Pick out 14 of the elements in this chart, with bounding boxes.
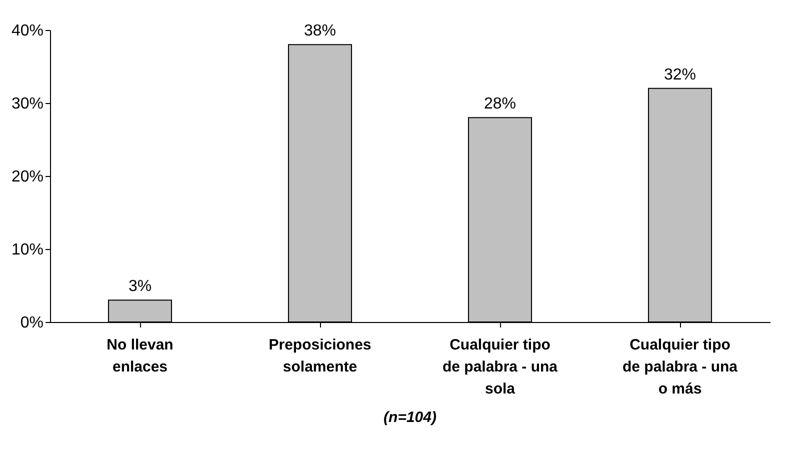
y-tick-label: 40% [11,22,44,40]
y-tick-label: 30% [11,96,44,112]
data-label: 28% [484,96,516,113]
y-tick-label: 20% [11,168,44,186]
data-label: 38% [304,22,336,40]
data-label: 3% [128,278,152,296]
text: (n=104) [384,409,436,426]
data-label: 32% [664,66,696,84]
x-tick-label: Preposiciones solamente [268,336,372,376]
x-tick-label: Cualquier tipo de palabra - una sola [442,336,558,398]
y-tick-label: 0% [20,314,44,332]
x-tick-label: No llevan enlaces [106,336,174,376]
x-tick-label: Cualquier tipo de palabra - una o más [622,336,738,398]
y-tick-label: 10% [11,242,44,258]
